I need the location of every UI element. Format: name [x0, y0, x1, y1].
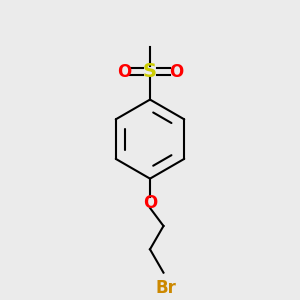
Text: Br: Br — [156, 279, 177, 297]
Text: O: O — [117, 63, 131, 81]
Text: S: S — [143, 62, 157, 81]
Text: O: O — [143, 194, 157, 212]
Text: O: O — [169, 63, 183, 81]
